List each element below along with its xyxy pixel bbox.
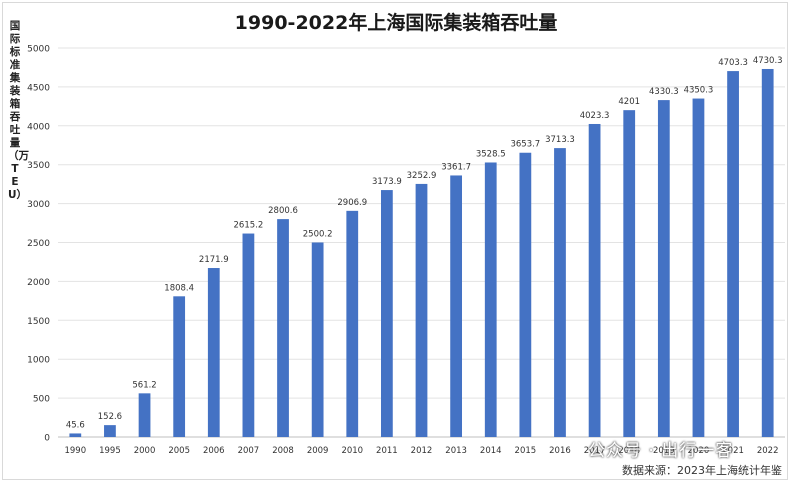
bar	[346, 210, 359, 437]
data-label: 561.2	[132, 380, 156, 390]
x-tick-label: 2019	[653, 446, 675, 456]
x-tick-label: 2009	[307, 446, 329, 456]
x-tick-label: 2008	[272, 446, 294, 456]
bar	[415, 183, 428, 437]
bar	[311, 242, 324, 437]
data-label: 2500.2	[303, 229, 333, 239]
bar	[588, 123, 601, 438]
y-tick-label: 1500	[27, 317, 50, 327]
x-tick-label: 1995	[99, 446, 121, 456]
y-tick-label: 5000	[27, 45, 50, 55]
x-tick-label: 2016	[549, 446, 571, 456]
data-label: 4201	[618, 97, 640, 107]
chart-title: 1990-2022年上海国际集装箱吞吐量	[234, 12, 558, 34]
bar	[173, 296, 186, 437]
data-label: 4730.3	[753, 56, 783, 66]
x-tick-label: 2018	[618, 446, 640, 456]
data-label: 4703.3	[718, 58, 748, 68]
data-label: 4023.3	[580, 111, 610, 121]
x-tick-label: 2022	[757, 446, 779, 456]
bar	[727, 71, 739, 438]
x-tick-label: 1990	[64, 446, 86, 456]
data-label: 3653.7	[510, 140, 540, 150]
y-tick-label: 3500	[27, 161, 50, 171]
data-label: 1808.4	[164, 283, 194, 293]
y-tick-label: 4000	[27, 122, 50, 132]
data-label: 3173.9	[372, 177, 402, 187]
x-tick-label: 2017	[584, 446, 606, 456]
data-label: 2800.6	[268, 206, 298, 216]
x-tick-label: 2014	[480, 446, 502, 456]
bar	[138, 393, 151, 437]
data-label: 45.6	[66, 420, 85, 430]
bar	[277, 219, 289, 437]
bar	[207, 268, 220, 437]
bar	[104, 425, 116, 437]
bar	[761, 68, 774, 437]
data-label: 4350.3	[684, 86, 714, 96]
watermark: 公众号 · 出行一客	[588, 441, 734, 461]
data-label: 2615.2	[234, 221, 264, 231]
bar	[242, 233, 255, 437]
bar	[692, 98, 705, 437]
data-label: 3528.5	[476, 149, 506, 159]
source-note: 数据来源：2023年上海统计年鉴	[622, 464, 782, 477]
x-tick-label: 2010	[341, 446, 363, 456]
data-label: 4330.3	[649, 87, 679, 97]
x-tick-labels: 1990 1995 2000 2005 2006 2007 2008 2009 2010 2011…	[64, 446, 778, 456]
data-label: 2171.9	[199, 255, 229, 265]
data-label: 3713.3	[545, 135, 575, 145]
y-tick-label: 2500	[27, 239, 50, 249]
x-tick-label: 2005	[168, 446, 190, 456]
bar	[519, 152, 532, 438]
y-tick-label: 2000	[27, 278, 50, 288]
data-label: 3361.7	[441, 162, 471, 172]
bar	[623, 110, 636, 437]
x-tick-label: 2011	[376, 446, 398, 456]
x-tick-label: 2013	[445, 446, 467, 456]
bar	[484, 162, 497, 437]
y-tick-label: 4500	[27, 83, 50, 93]
data-label: 152.6	[98, 412, 122, 422]
x-tick-label: 2012	[411, 446, 433, 456]
x-tick-label: 2007	[238, 446, 260, 456]
x-tick-label: 2020	[688, 446, 710, 456]
bar	[380, 190, 393, 437]
x-tick-label: 2000	[134, 446, 156, 456]
x-tick-label: 2015	[515, 446, 537, 456]
y-tick-label: 3000	[27, 200, 50, 210]
bar	[69, 433, 82, 437]
bar	[450, 175, 463, 437]
y-tick-label: 500	[33, 395, 50, 405]
y-tick-label: 1000	[27, 356, 50, 366]
y-tick-label: 0	[44, 434, 50, 444]
x-tick-label: 2021	[722, 446, 744, 456]
data-labels: 45.6 152.6 561.2 1808.4 2171.9 2615.2 2800.6 25…	[66, 56, 783, 430]
bars	[69, 68, 774, 438]
bar	[657, 100, 670, 437]
y-tick-labels: 0 500 1000 1500 2000 2500 3000 3500 4000 4500 5000	[27, 45, 50, 444]
data-label: 3252.9	[407, 171, 437, 181]
x-tick-label: 2006	[203, 446, 225, 456]
bar	[554, 148, 566, 437]
data-label: 2906.9	[337, 198, 367, 208]
